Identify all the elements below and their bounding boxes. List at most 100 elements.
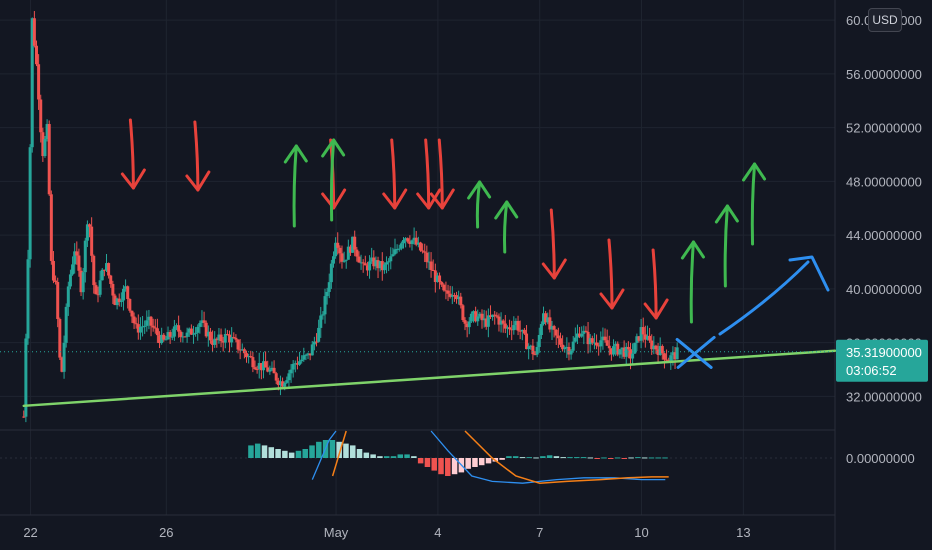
candle-body [514, 321, 518, 326]
macd-histogram-bar [417, 458, 424, 464]
candle-body [626, 346, 630, 350]
candle-body [586, 331, 590, 345]
macd-histogram-bar [621, 458, 628, 459]
candle-body [671, 352, 675, 356]
red-down-arrow-head [599, 288, 625, 310]
candle-body [497, 316, 501, 325]
candle-body [253, 367, 257, 370]
candle-body [261, 361, 265, 371]
candle-body [219, 334, 223, 342]
candle-body [361, 262, 365, 264]
macd-histogram-bar [370, 454, 376, 458]
candle-body [438, 275, 442, 283]
macd-histogram-bar [383, 456, 390, 458]
candle-body [488, 315, 492, 318]
green-up-arrow-head [742, 162, 767, 182]
candle-body [329, 263, 333, 283]
candle-body [650, 340, 654, 350]
candle-body [124, 286, 128, 289]
last-price-label: 35.31900000 [846, 345, 922, 360]
candle-body [208, 331, 212, 341]
green-up-arrow-head [283, 144, 308, 164]
candle-body [633, 342, 637, 354]
candle-body [266, 367, 270, 372]
candle-body [164, 339, 168, 341]
candle-body [457, 296, 461, 300]
candle-body [270, 367, 274, 370]
candle-body [109, 275, 113, 285]
price-axis[interactable]: 60.0000000056.0000000052.0000000048.0000… [836, 0, 932, 550]
candle-body [416, 242, 420, 245]
candle-body [452, 295, 456, 297]
macd-histogram-bar [424, 458, 431, 467]
red-down-arrow [424, 138, 431, 210]
candle-body [317, 327, 321, 342]
macd-histogram-bar [560, 457, 566, 459]
candle-body [342, 260, 346, 262]
candle-body [285, 380, 289, 383]
red-down-arrow [390, 138, 397, 210]
candle-body [567, 346, 571, 355]
candle-body [181, 336, 185, 338]
candle-body [351, 236, 355, 253]
candle-body [160, 334, 164, 344]
candle-body [554, 329, 558, 336]
candle-body [47, 124, 51, 195]
price-tick-label: 40.00000000 [846, 282, 922, 297]
candle-body [293, 363, 297, 365]
candle-body [302, 355, 306, 360]
candle-body [39, 99, 43, 133]
candle-body [652, 345, 656, 350]
time-tick-label: 4 [434, 525, 441, 540]
macd-histogram-bar [451, 458, 458, 475]
candle-body [151, 325, 155, 328]
candle-body [389, 256, 393, 262]
candle-body [372, 257, 376, 267]
macd-histogram-bar [533, 457, 539, 459]
candle-body [295, 363, 299, 365]
candle-body [508, 327, 512, 330]
macd-histogram-bar [377, 456, 383, 458]
candle-body [49, 194, 53, 261]
candle-body [24, 338, 28, 417]
candle-body [378, 261, 382, 269]
candle-body [211, 340, 215, 345]
candle-body [179, 331, 183, 338]
candle-body [448, 293, 452, 297]
candle-body [289, 369, 293, 374]
hand-drawn-annotations [22, 118, 837, 408]
green-up-arrow [723, 204, 729, 288]
green-up-arrow [503, 200, 509, 254]
candle-body [609, 348, 613, 355]
time-axis[interactable]: 22 26 May 4 7 10 13 [23, 525, 750, 540]
candle-body [599, 340, 603, 347]
candle-body [98, 280, 102, 295]
candle-body [529, 345, 533, 347]
candle-body [247, 356, 251, 358]
candle-body [143, 325, 147, 327]
candle-body [440, 282, 444, 285]
candle-body [228, 334, 232, 343]
green-up-arrow [329, 138, 336, 222]
candle-body [217, 334, 221, 341]
candle-body [505, 327, 509, 329]
candle-body [264, 361, 268, 368]
candle-body [491, 314, 495, 318]
time-tick-label: 22 [23, 525, 37, 540]
macd-histogram-bar [485, 458, 492, 464]
macd-histogram-bar [411, 456, 417, 458]
candle-body [251, 357, 255, 368]
candle-body [421, 250, 425, 252]
candle-body [525, 333, 529, 350]
candle-body [41, 132, 45, 157]
currency-badge[interactable]: USD [868, 8, 902, 32]
candle-body [183, 336, 187, 338]
red-down-arrow-head [541, 258, 567, 280]
price-tick-label: 32.00000000 [846, 389, 922, 404]
green-up-arrow-head [714, 204, 739, 224]
candle-body [641, 327, 645, 335]
candle-body [645, 335, 649, 340]
candle-body [658, 346, 662, 356]
candle-body [221, 341, 225, 343]
